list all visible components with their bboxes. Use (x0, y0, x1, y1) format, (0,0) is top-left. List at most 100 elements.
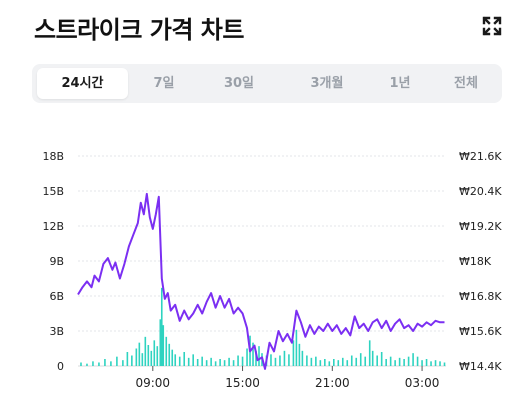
volume-bar (138, 342, 141, 366)
volume-bar (131, 355, 133, 366)
volume-bar (337, 360, 340, 366)
left-axis-tick-label: 18B (42, 150, 64, 163)
volume-bar (341, 357, 344, 366)
left-axis-tick-label: 3B (49, 325, 64, 338)
volume-bar (141, 353, 144, 366)
price-line (77, 192, 445, 370)
volume-bar (288, 354, 290, 366)
volume-bar (86, 363, 88, 366)
volume-bar (159, 319, 162, 366)
right-axis-tick-label: ₩19.2K (459, 220, 502, 233)
volume-bar (104, 359, 106, 366)
volume-bar (394, 360, 396, 366)
volume-bar (319, 360, 322, 366)
volume-bar (434, 360, 437, 366)
volume-bar (246, 348, 248, 366)
volume-bar (110, 361, 112, 366)
volume-bar (306, 355, 308, 366)
tab-24h[interactable]: 24시간 (37, 68, 128, 99)
volume-bar (355, 357, 358, 366)
volume-bar (398, 357, 401, 366)
volume-bar (310, 357, 313, 366)
volume-bar (201, 356, 203, 366)
volume-bar (153, 340, 156, 366)
volume-bar (174, 354, 177, 366)
right-axis-tick-label: ₩18K (459, 255, 492, 268)
volume-bar (187, 357, 190, 366)
volume-bar (279, 355, 281, 366)
volume-bar (178, 356, 181, 366)
volume-bar (258, 346, 260, 366)
tab-3m[interactable]: 3개월 (310, 76, 344, 91)
volume-bar (205, 360, 208, 366)
volume-bar (328, 361, 331, 366)
volume-bar (171, 349, 174, 366)
volume-bar (403, 359, 405, 366)
volume-bar (270, 354, 272, 366)
volume-bar (92, 361, 94, 366)
x-axis-tick-label: 03:00 (405, 376, 440, 390)
volume-bar (252, 342, 254, 366)
volume-bar (439, 361, 441, 366)
left-axis-tick-label: 6B (49, 290, 64, 303)
volume-bar (116, 356, 118, 366)
volume-bar (298, 343, 301, 366)
volume-bar (144, 336, 147, 366)
volume-bar (292, 340, 295, 366)
volume-bar (165, 336, 168, 366)
volume-bar (346, 360, 349, 366)
volume-bar (219, 359, 221, 366)
volume-bar (283, 350, 286, 366)
volume-bar (162, 325, 165, 366)
volume-bar (443, 362, 446, 366)
left-axis-tick-label: 0 (57, 360, 64, 373)
expand-button[interactable] (480, 14, 504, 38)
volume-bar (196, 359, 199, 366)
expand-icon (482, 16, 502, 36)
volume-bar (274, 357, 277, 366)
volume-bar (192, 354, 194, 366)
volume-bar (160, 287, 163, 366)
volume-bar (416, 356, 419, 366)
volume-bar (385, 359, 387, 366)
left-axis-tick-label: 15B (42, 185, 64, 198)
volume-bar (98, 362, 100, 366)
volume-bar (80, 362, 82, 366)
x-axis-tick-label: 09:00 (135, 376, 170, 390)
right-axis-tick-label: ₩20.4K (459, 185, 502, 198)
volume-bar (156, 346, 159, 366)
time-range-tabs: 24시간 7일 30일 3개월 1년 전체 (32, 64, 502, 103)
volume-bar (210, 357, 212, 366)
volume-bar (232, 360, 235, 366)
tab-30d[interactable]: 30일 (223, 76, 255, 91)
volume-bar (421, 360, 423, 366)
volume-bar (364, 356, 367, 366)
price-chart: 18B 15B 12B 9B 6B 3B 0 ₩21.6K ₩20.4K ₩19.2K ₩18K ₩1… (42, 150, 502, 390)
volume-bar (122, 360, 124, 366)
volume-bar (324, 359, 326, 366)
volume-bar (359, 353, 362, 366)
tab-7d[interactable]: 7일 (153, 76, 175, 91)
volume-bar (147, 345, 150, 366)
volume-bar (371, 350, 374, 366)
volume-bar (376, 355, 378, 366)
right-axis-tick-label: ₩14.4K (459, 360, 502, 373)
volume-bar (255, 350, 257, 366)
volume-bar (295, 329, 298, 366)
volume-bar (214, 361, 217, 366)
right-axis-tick-label: ₩21.6K (459, 150, 502, 163)
tab-1y[interactable]: 1년 (389, 76, 411, 91)
volume-bar (350, 355, 353, 366)
volume-bar (126, 352, 129, 366)
page-title: 스트라이크 가격 차트 (34, 16, 244, 44)
volume-bar (389, 356, 392, 366)
volume-bar (228, 357, 230, 366)
tab-all[interactable]: 전체 (454, 76, 478, 91)
volume-bar (425, 359, 428, 366)
x-axis-tick-label: 15:00 (225, 376, 260, 390)
volume-bar (301, 350, 304, 366)
left-axis-tick-label: 9B (49, 255, 64, 268)
volume-bar (223, 360, 226, 366)
left-axis-tick-label: 12B (42, 220, 64, 233)
x-axis-tick-label: 21:00 (315, 376, 350, 390)
